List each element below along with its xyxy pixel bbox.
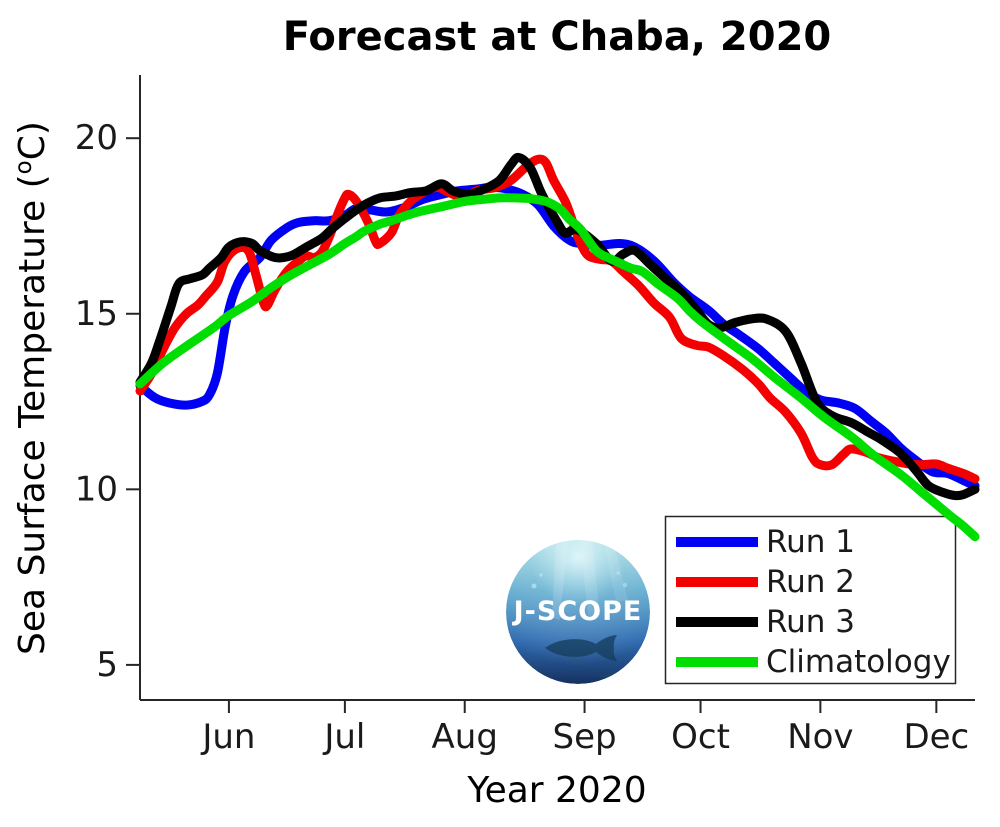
- y-axis-label-prefix: Sea Surface Temperature (: [12, 174, 53, 655]
- series-line-run-3: [135, 152, 980, 501]
- legend: Run 1 Run 2 Run 3 Climatology: [664, 515, 957, 685]
- series-line-climatology: [135, 193, 980, 542]
- x-axis-label: Year 2020: [466, 770, 646, 811]
- legend-item-run-2: Run 2: [676, 564, 855, 600]
- logo-fish-icon: [545, 635, 630, 678]
- legend-item-climatology: Climatology: [676, 644, 951, 680]
- legend-label-run-1: Run 1: [766, 524, 855, 560]
- y-tick-label: 20: [75, 118, 118, 158]
- x-tick-label: Oct: [671, 717, 730, 757]
- x-tick-label: Jun: [200, 717, 255, 757]
- logo-bubbles: [531, 571, 628, 589]
- axis-ticks: Jun Jul Aug Sep Oct Nov Dec 5 10 15 20: [75, 118, 970, 757]
- x-tick-label: Aug: [432, 717, 498, 757]
- series-lines: [135, 152, 980, 542]
- x-tick-label: Sep: [553, 717, 617, 757]
- y-axis-label: Sea Surface Temperature (oC): [11, 121, 53, 655]
- y-tick-label: 10: [75, 469, 118, 509]
- y-axis-label-degree: o: [11, 160, 37, 174]
- legend-item-run-1: Run 1: [676, 524, 855, 560]
- logo-light-rays: [552, 540, 628, 620]
- y-tick-label: 15: [75, 294, 118, 334]
- logo-text: J-SCOPE: [512, 596, 643, 627]
- x-tick-label: Dec: [903, 717, 969, 757]
- x-tick-label: Jul: [322, 717, 365, 757]
- x-tick-label: Nov: [787, 717, 853, 757]
- legend-label-climatology: Climatology: [766, 644, 951, 680]
- jscope-logo: J-SCOPE: [506, 540, 650, 684]
- series-line-run-2: [135, 154, 980, 484]
- legend-label-run-2: Run 2: [766, 564, 855, 600]
- y-axis-label-suffix: C): [12, 121, 53, 160]
- y-tick-label: 5: [96, 645, 118, 685]
- legend-label-run-3: Run 3: [766, 604, 855, 640]
- chart-title: Forecast at Chaba, 2020: [283, 14, 832, 60]
- legend-item-run-3: Run 3: [676, 604, 855, 640]
